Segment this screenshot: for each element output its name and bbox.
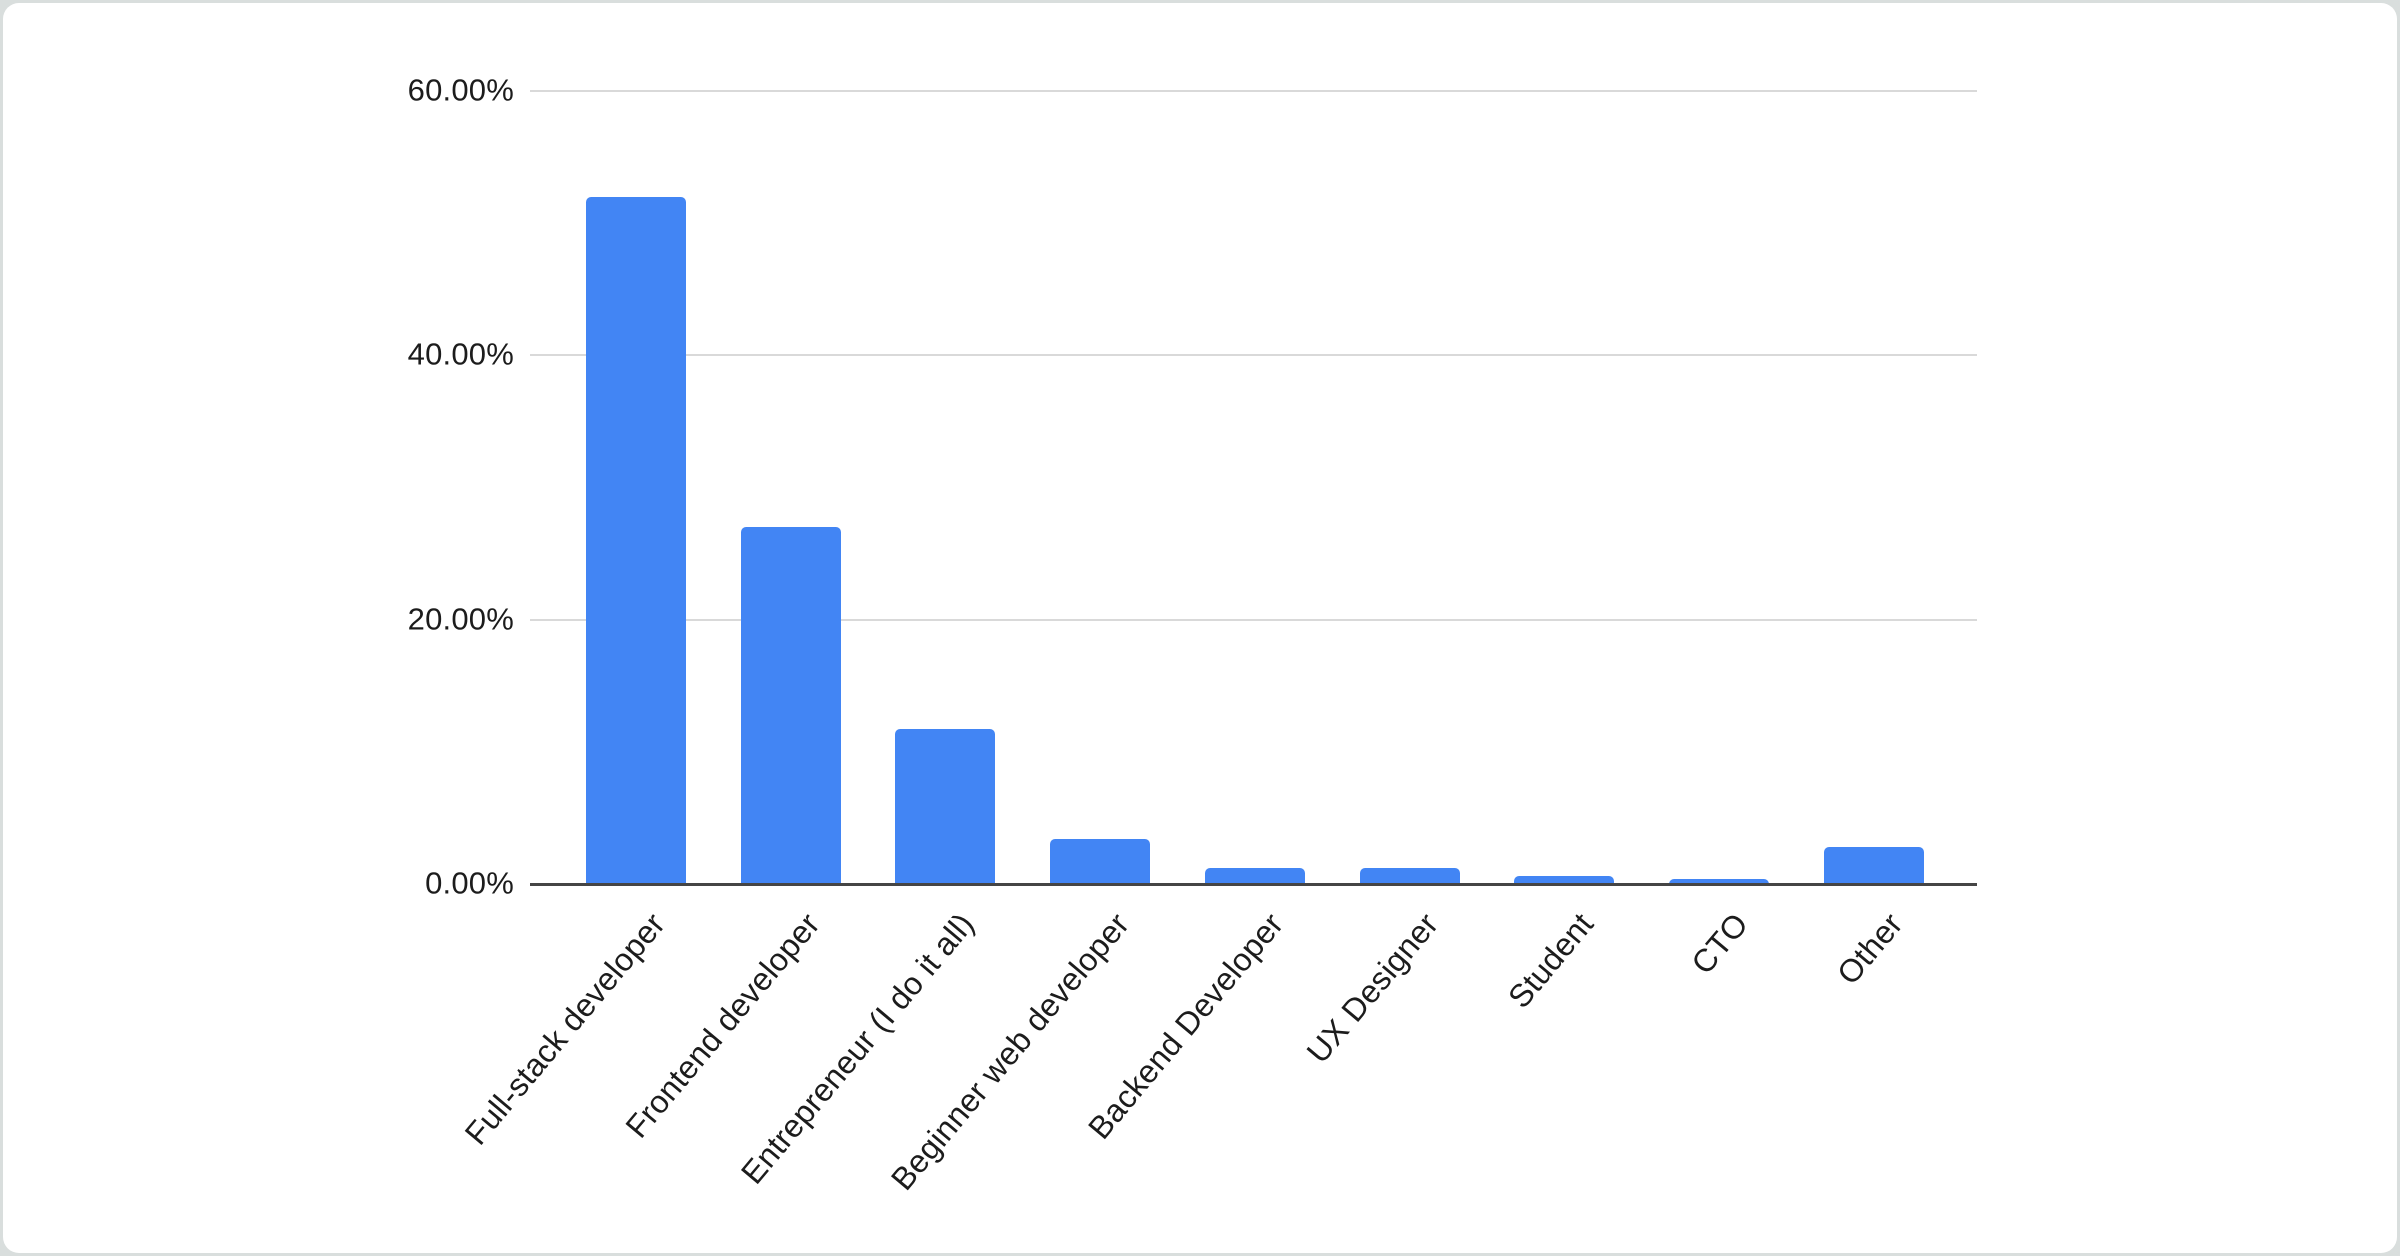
x-axis-label-ux-designer: UX Designer [1299, 906, 1446, 1070]
y-axis-tick-label-40: 40.00% [407, 336, 514, 372]
y-axis-tick-label-0: 0.00% [425, 865, 514, 901]
y-axis-tick-label-20: 20.00% [407, 600, 514, 636]
y-axis-tick-label-60: 60.00% [407, 72, 514, 108]
bar-ux-designer [1359, 868, 1460, 884]
bar-full-stack-developer [585, 196, 686, 884]
x-axis-label-student: Student [1500, 906, 1601, 1015]
bar-backend-developer [1204, 868, 1305, 884]
x-axis-label-other: Other [1829, 906, 1910, 992]
gridline-20 [530, 618, 1977, 621]
bar-student [1514, 876, 1615, 884]
x-axis-line [530, 883, 1977, 886]
bar-cto [1669, 878, 1770, 884]
bar-entrepreneur-i-do-it-all [895, 729, 996, 884]
bar-beginner-web-developer [1050, 839, 1151, 884]
gridline-40 [530, 354, 1977, 357]
x-axis-label-cto: CTO [1683, 906, 1755, 981]
chart-card [3, 3, 2397, 1253]
gridline-60 [530, 90, 1977, 92]
bar-frontend-developer [740, 527, 841, 884]
bar-other [1823, 846, 1924, 884]
